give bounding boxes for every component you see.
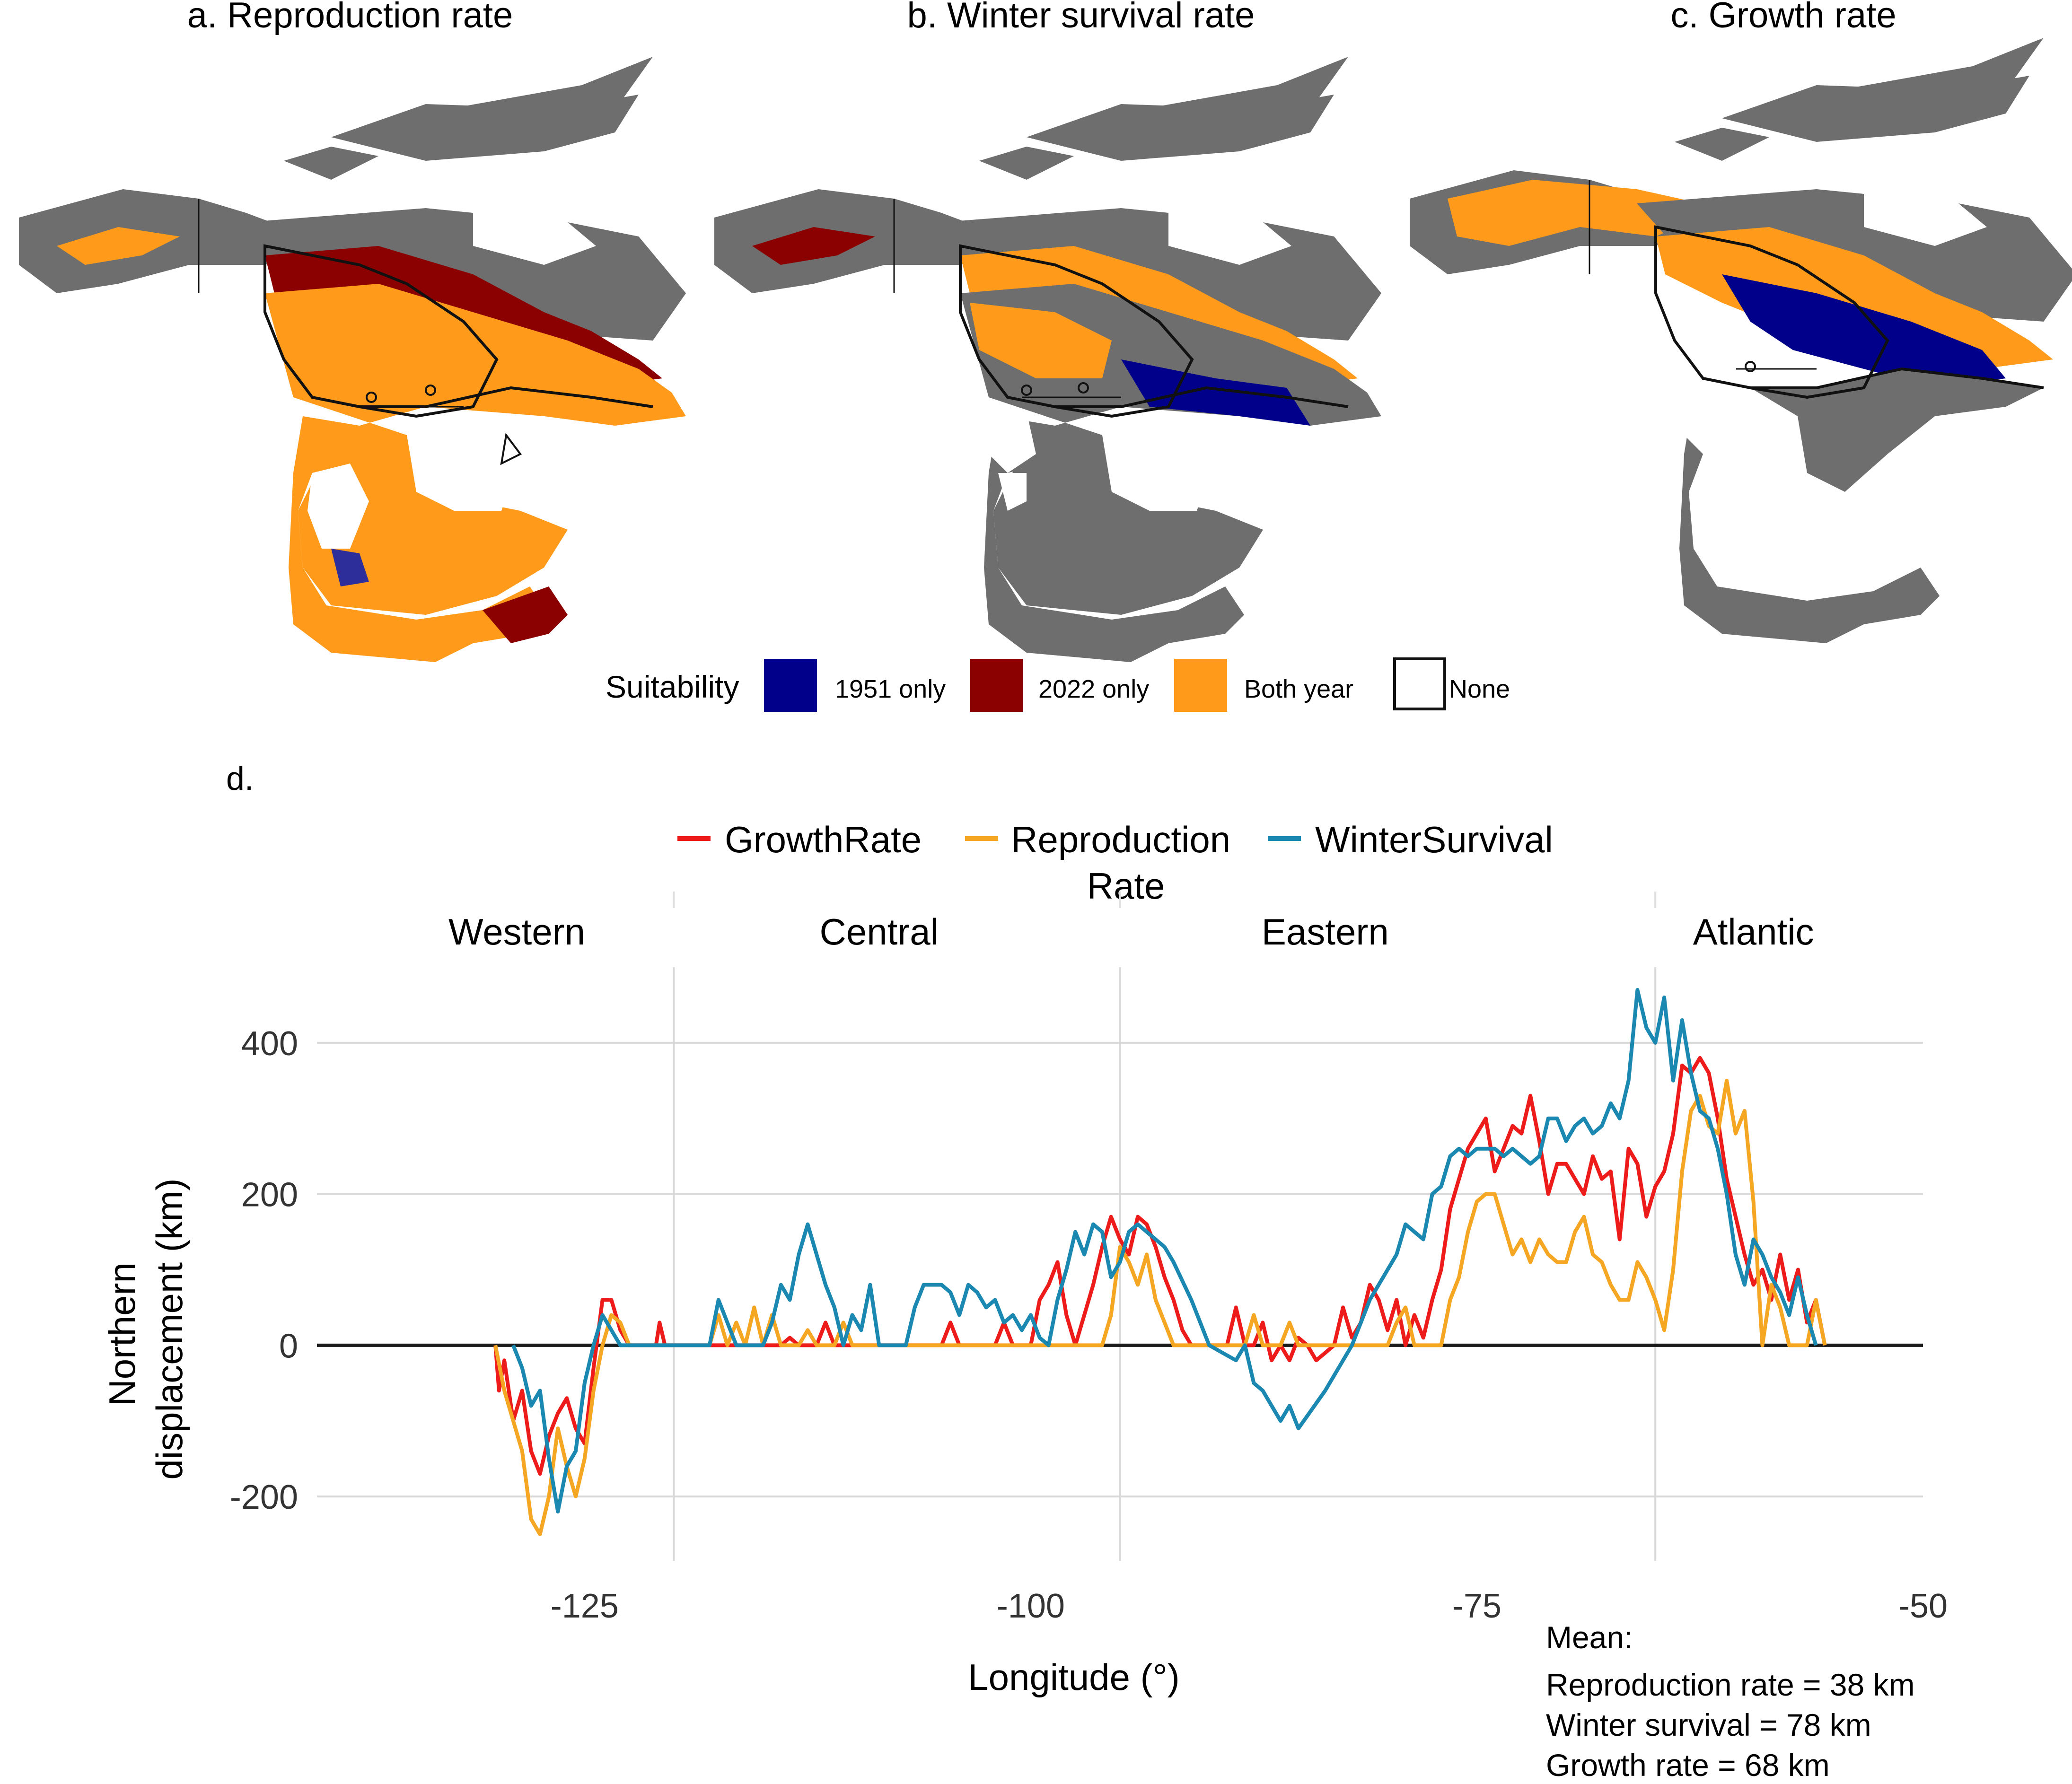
legend-label-1951: 1951 only — [835, 675, 946, 703]
y-axis-ticks: -200 0 200 400 — [230, 1025, 298, 1516]
series-line-reproduction-rate — [493, 1078, 1827, 1536]
x-tick-label: -100 — [997, 1587, 1065, 1625]
legend-title: Suitability — [606, 669, 739, 704]
legend-label-none: None — [1449, 675, 1510, 703]
legend-swatch-none — [1393, 657, 1446, 710]
x-tick-label: -50 — [1898, 1587, 1948, 1625]
map-panels: a. Reproduction rate b. Winter survival … — [19, 0, 2072, 712]
legend-swatch-2022 — [970, 659, 1023, 712]
region-label-central: Central — [820, 911, 939, 953]
map-c — [1410, 38, 2072, 643]
mean-annotation: Mean: Reproduction rate = 38 km Winter s… — [1546, 1620, 1915, 1783]
map-a — [19, 57, 686, 662]
legend-label-2022: 2022 only — [1038, 675, 1149, 703]
y-axis-label: Northern displacement (km) — [101, 1178, 190, 1479]
legend-label-both: Both year — [1244, 675, 1353, 703]
y-axis-label-line2: displacement (km) — [149, 1178, 190, 1479]
legend-label-reproduction: Reproduction Rate — [1011, 819, 1241, 907]
chart-panel-label: d. — [226, 760, 254, 797]
y-tick-label: 200 — [241, 1176, 298, 1214]
series-line-wintersurvival — [511, 988, 1818, 1514]
mean-reproduction: Reproduction rate = 38 km — [1546, 1667, 1915, 1702]
series-legend: GrowthRate Reproduction Rate WinterSurvi… — [677, 819, 1553, 907]
y-axis-label-line1: Northern — [101, 1262, 143, 1406]
x-axis-ticks: -125 -100 -75 -50 — [551, 1587, 1948, 1625]
legend-label-winter: WinterSurvival — [1315, 819, 1553, 860]
legend-label-reproduction-line2: Rate — [1087, 865, 1165, 907]
region-label-eastern: Eastern — [1262, 911, 1389, 953]
legend-label-growth: GrowthRate — [725, 819, 922, 860]
series-line-growthrate — [493, 1056, 1827, 1476]
map-title-c: c. Growth rate — [1670, 0, 1896, 35]
map-title-b: b. Winter survival rate — [907, 0, 1255, 35]
mean-title: Mean: — [1546, 1620, 1633, 1655]
legend-label-reproduction-line1: Reproduction — [1011, 819, 1230, 860]
x-tick-label: -75 — [1452, 1587, 1501, 1625]
region-strip-guides — [673, 892, 1657, 908]
legend-swatch-both — [1174, 659, 1227, 712]
mean-winter: Winter survival = 78 km — [1546, 1707, 1871, 1742]
suitability-legend: Suitability 1951 only 2022 only Both yea… — [606, 657, 1510, 712]
y-tick-label: 400 — [241, 1025, 298, 1063]
region-label-western: Western — [448, 911, 585, 953]
series-layer — [493, 988, 1827, 1536]
region-labels: Western Central Eastern Atlantic — [448, 911, 1814, 953]
region-label-atlantic: Atlantic — [1693, 911, 1814, 953]
x-tick-label: -125 — [551, 1587, 619, 1625]
displacement-chart: d. GrowthRate Reproduction Rate WinterSu… — [101, 760, 1948, 1783]
legend-swatch-1951 — [764, 659, 817, 712]
mean-growth: Growth rate = 68 km — [1546, 1748, 1830, 1783]
map-b — [714, 57, 1381, 662]
map-title-a: a. Reproduction rate — [187, 0, 513, 35]
y-tick-label: 0 — [279, 1327, 298, 1365]
x-axis-label: Longitude (°) — [968, 1656, 1179, 1698]
y-tick-label: -200 — [230, 1478, 298, 1516]
